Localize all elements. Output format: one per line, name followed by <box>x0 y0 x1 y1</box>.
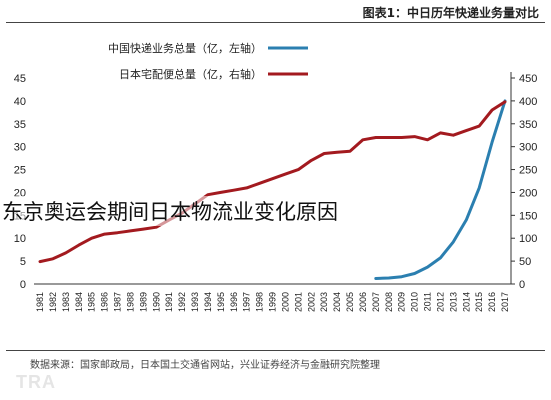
page-title: 图表1：中日历年快递业务量对比 <box>362 6 539 20</box>
x-axis-tick-label: 1981 <box>35 292 45 312</box>
legend-label: 日本宅配便总量（亿，右轴） <box>119 67 262 81</box>
x-axis-tick-label: 1990 <box>151 292 161 312</box>
watermark-logo: TRA <box>16 372 56 392</box>
x-axis-tick-label: 1982 <box>48 292 58 312</box>
x-axis-tick-label: 2016 <box>487 292 497 312</box>
x-axis-tick-label: 2010 <box>410 292 420 312</box>
x-axis-tick-label: 1991 <box>164 292 174 312</box>
x-axis-tick-label: 1995 <box>216 292 226 312</box>
left-axis-tick-label: 25 <box>14 165 26 177</box>
right-axis-tick-label: 150 <box>519 210 537 222</box>
x-axis-tick-label: 2001 <box>293 292 303 312</box>
x-axis-tick-label: 1989 <box>138 292 148 312</box>
source-note: 数据来源：国家邮政局，日本国土交通省网站，兴业证券经济与金融研究院整理 <box>30 360 380 371</box>
left-axis-tick-label: 0 <box>20 279 26 291</box>
x-axis-tick-label: 2017 <box>500 292 510 312</box>
right-axis-tick-label: 400 <box>519 96 537 108</box>
right-axis-tick-label: 300 <box>519 142 537 154</box>
x-axis-tick-label: 1993 <box>190 292 200 312</box>
x-axis-tick-label: 2000 <box>280 292 290 312</box>
japan-takuhaibin-volume-line <box>38 100 507 264</box>
x-axis-tick-label: 1999 <box>268 292 278 312</box>
right-axis-tick-label: 250 <box>519 165 537 177</box>
right-axis-tick-label: 0 <box>519 279 525 291</box>
legend-label: 中国快递业务总量（亿，左轴） <box>108 41 262 55</box>
source-rule <box>6 350 545 351</box>
x-axis-tick-label: 1986 <box>100 292 110 312</box>
x-axis-tick-label: 1988 <box>125 292 135 312</box>
overlay-caption: 东京奥运会期间日本物流业变化原因 <box>0 196 340 226</box>
x-axis-tick-label: 2005 <box>345 292 355 312</box>
x-axis-tick-label: 2007 <box>371 292 381 312</box>
x-axis-tick-label: 1992 <box>177 292 187 312</box>
right-axis-tick-label: 350 <box>519 119 537 131</box>
right-axis-tick-label: 50 <box>519 256 531 268</box>
left-axis-tick-label: 35 <box>14 119 26 131</box>
x-axis-tick-label: 2003 <box>319 292 329 312</box>
left-axis-tick-label: 45 <box>14 73 26 85</box>
left-axis-tick-label: 5 <box>20 256 26 268</box>
left-axis-tick-label: 30 <box>14 142 26 154</box>
x-axis-tick-label: 1987 <box>113 292 123 312</box>
x-axis-tick-label: 2015 <box>474 292 484 312</box>
x-axis-tick-label: 2012 <box>435 292 445 312</box>
x-axis-tick-label: 2002 <box>306 292 316 312</box>
x-axis-tick-label: 1984 <box>74 292 84 312</box>
right-axis-tick-label: 100 <box>519 233 537 245</box>
x-axis-tick-label: 1994 <box>203 292 213 312</box>
x-axis-tick-label: 2009 <box>397 292 407 312</box>
left-axis-tick-label: 10 <box>14 233 26 245</box>
x-axis-tick-label: 1998 <box>255 292 265 312</box>
left-axis-tick-label: 40 <box>14 96 26 108</box>
x-axis-tick-label: 2013 <box>448 292 458 312</box>
x-axis-tick-label: 2008 <box>384 292 394 312</box>
x-axis-tick-label: 2011 <box>423 292 433 311</box>
x-axis-tick-label: 2006 <box>358 292 368 312</box>
x-axis-tick-label: 1996 <box>229 292 239 312</box>
right-axis-tick-label: 200 <box>519 187 537 199</box>
x-axis-tick-label: 1997 <box>242 292 252 312</box>
x-axis-tick-label: 2004 <box>332 292 342 312</box>
x-axis-tick-label: 1983 <box>61 292 71 312</box>
title-rule <box>6 22 545 23</box>
right-axis-tick-label: 450 <box>519 73 537 85</box>
x-axis-tick-label: 1985 <box>87 292 97 312</box>
x-axis-tick-label: 2014 <box>461 292 471 312</box>
china-express-volume-line <box>374 99 507 280</box>
